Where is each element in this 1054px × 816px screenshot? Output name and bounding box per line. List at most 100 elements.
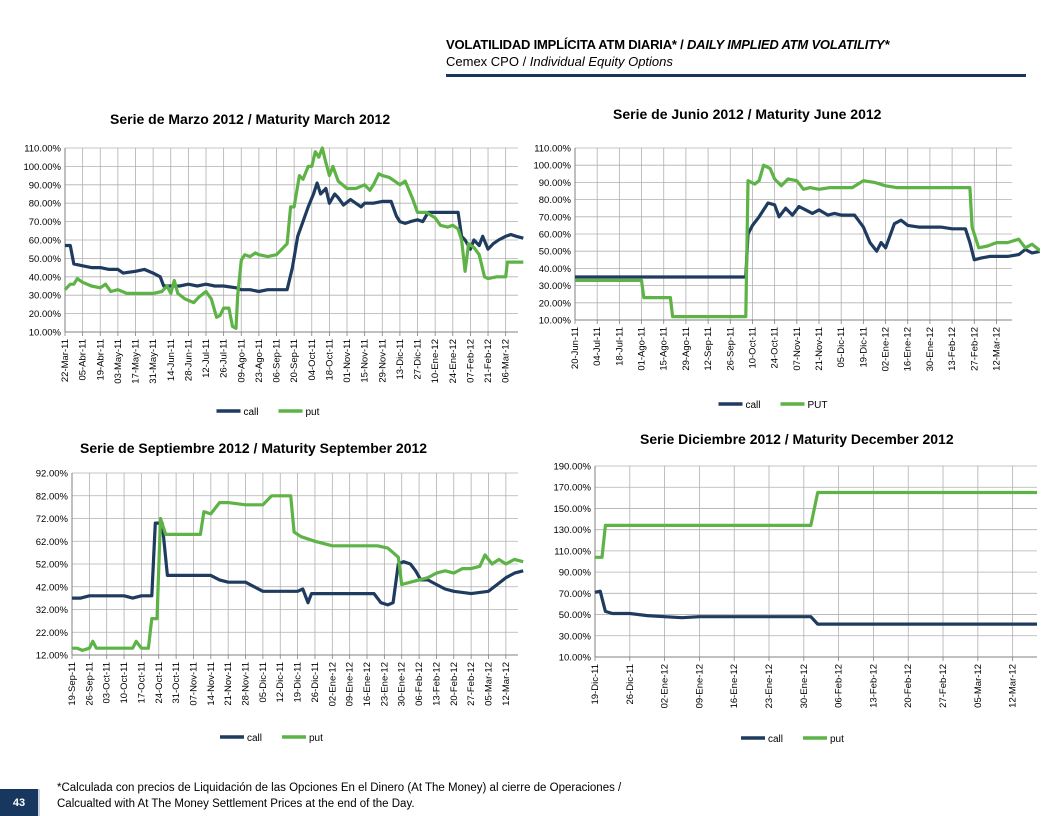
x-tick-label: 13-Feb-12 bbox=[431, 662, 442, 706]
x-tick-label: 07-Nov-11 bbox=[188, 662, 199, 706]
footnote-line-2: Calcualted with At The Money Settlement … bbox=[57, 798, 415, 810]
chart-title: Serie Diciembre 2012 / Maturity December… bbox=[640, 431, 954, 447]
x-tick-label: 23-Ago-11 bbox=[254, 339, 265, 383]
x-tick-label: 26-Sep-11 bbox=[84, 662, 95, 706]
report-title: VOLATILIDAD IMPLÍCITA ATM DIARIA* / DAIL… bbox=[446, 37, 1026, 52]
legend-label: put bbox=[309, 733, 323, 744]
series-line-put bbox=[595, 490, 1037, 559]
y-tick-label: 110.00% bbox=[554, 546, 591, 557]
x-tick-label: 30-Ene-12 bbox=[397, 662, 408, 706]
y-tick-label: 12.00% bbox=[36, 651, 69, 662]
y-tick-label: 110.00% bbox=[24, 144, 61, 155]
x-tick-label: 15-Nov-11 bbox=[360, 339, 371, 383]
x-tick-label: 07-Nov-11 bbox=[792, 327, 803, 371]
series-line-call bbox=[65, 181, 524, 294]
y-tick-label: 90.00% bbox=[559, 568, 592, 579]
x-tick-label: 10-Ene-12 bbox=[430, 339, 441, 383]
y-tick-label: 92.00% bbox=[36, 469, 69, 480]
x-tick-label: 30-Ene-12 bbox=[799, 664, 810, 708]
y-tick-label: 110.00% bbox=[534, 144, 571, 155]
chart-panel-september: Serie de Septiembre 2012 / Maturity Sept… bbox=[10, 428, 530, 758]
report-header: VOLATILIDAD IMPLÍCITA ATM DIARIA* / DAIL… bbox=[446, 37, 1026, 69]
y-tick-label: 20.00% bbox=[539, 298, 572, 309]
series-line-call bbox=[575, 201, 1040, 279]
report-title-italic: DAILY IMPLIED ATM VOLATILITY* bbox=[686, 37, 890, 52]
legend-label: put bbox=[306, 407, 320, 418]
x-tick-label: 20-Sep-11 bbox=[289, 339, 300, 383]
x-tick-label: 19-Dic-11 bbox=[590, 664, 601, 704]
x-tick-label: 23-Ene-12 bbox=[764, 664, 775, 708]
footnote-line-1: *Calculada con precios de Liquidación de… bbox=[57, 782, 622, 794]
x-tick-label: 19-Dic-11 bbox=[858, 327, 869, 367]
y-tick-label: 130.00% bbox=[553, 525, 591, 536]
x-tick-label: 09-Ene-12 bbox=[694, 664, 705, 708]
legend-label: call bbox=[244, 407, 259, 418]
y-tick-label: 50.00% bbox=[539, 247, 572, 258]
x-tick-label: 13-Dic-11 bbox=[395, 339, 406, 379]
x-tick-label: 07-Feb-12 bbox=[465, 339, 476, 383]
header-rule bbox=[446, 74, 1026, 77]
y-tick-label: 50.00% bbox=[559, 610, 592, 621]
y-tick-label: 50.00% bbox=[29, 254, 62, 265]
series-line-call bbox=[594, 589, 1037, 626]
y-tick-label: 100.00% bbox=[23, 162, 61, 173]
report-title-main: VOLATILIDAD IMPLÍCITA ATM DIARIA* / bbox=[446, 37, 687, 52]
chart-september-2012: Serie de Septiembre 2012 / Maturity Sept… bbox=[36, 440, 524, 744]
y-tick-label: 40.00% bbox=[539, 264, 572, 275]
y-tick-label: 90.00% bbox=[539, 178, 572, 189]
chart-grid bbox=[574, 147, 1012, 324]
x-tick-label: 02-Ene-12 bbox=[881, 327, 892, 371]
x-tick-label: 06-Feb-12 bbox=[414, 662, 425, 706]
x-tick-label: 20-Jun-11 bbox=[570, 327, 581, 369]
y-tick-label: 10.00% bbox=[29, 328, 62, 339]
y-tick-label: 10.00% bbox=[559, 653, 592, 664]
x-tick-label: 21-Nov-11 bbox=[223, 662, 234, 706]
x-tick-label: 18-Oct-11 bbox=[324, 339, 335, 381]
x-tick-label: 05-Mar-12 bbox=[973, 664, 984, 708]
x-tick-label: 13-Feb-12 bbox=[947, 327, 958, 371]
x-tick-label: 17-Oct-11 bbox=[136, 662, 147, 704]
x-tick-label: 19-Dic-11 bbox=[293, 662, 304, 702]
y-tick-label: 70.00% bbox=[29, 217, 62, 228]
report-subtitle-italic: Individual Equity Options bbox=[529, 54, 673, 69]
x-tick-label: 15-Ago-11 bbox=[659, 327, 670, 371]
x-tick-label: 24-Oct-11 bbox=[154, 662, 165, 704]
x-tick-label: 09-Ene-12 bbox=[345, 662, 356, 706]
x-tick-label: 27-Feb-12 bbox=[969, 327, 980, 371]
x-tick-label: 26-Dic-11 bbox=[625, 664, 636, 704]
chart-legend: call put bbox=[216, 407, 320, 418]
chart-title: Serie de Marzo 2012 / Maturity March 201… bbox=[110, 111, 390, 127]
x-tick-label: 02-Ene-12 bbox=[660, 664, 671, 708]
x-tick-label: 03-May-11 bbox=[113, 339, 124, 384]
chart-panel-march: Serie de Marzo 2012 / Maturity March 201… bbox=[10, 100, 530, 430]
y-tick-label: 80.00% bbox=[29, 199, 62, 210]
chart-grid bbox=[71, 472, 518, 659]
footnote: *Calculada con precios de Liquidación de… bbox=[57, 780, 757, 812]
legend-label: call bbox=[746, 400, 761, 411]
x-tick-label: 16-Ene-12 bbox=[362, 662, 373, 706]
y-tick-label: 72.00% bbox=[36, 514, 69, 525]
legend-label: call bbox=[247, 733, 262, 744]
legend-label: PUT bbox=[808, 400, 828, 411]
series-line-put bbox=[575, 163, 1040, 319]
y-tick-label: 20.00% bbox=[29, 309, 62, 320]
x-tick-label: 05-Dic-11 bbox=[836, 327, 847, 367]
x-tick-label: 04-Oct-11 bbox=[307, 339, 318, 381]
x-tick-label: 29-Ago-11 bbox=[681, 327, 692, 371]
x-tick-label: 16-Ene-12 bbox=[729, 664, 740, 708]
chart-panel-december: Serie Diciembre 2012 / Maturity December… bbox=[520, 422, 1040, 752]
y-tick-label: 82.00% bbox=[36, 491, 69, 502]
x-tick-label: 26-Sep-11 bbox=[725, 327, 736, 371]
x-tick-label: 26-Dic-11 bbox=[310, 662, 321, 702]
x-tick-label: 12-Mar-12 bbox=[1008, 664, 1019, 708]
chart-legend: call put bbox=[741, 734, 844, 745]
x-tick-label: 21-Feb-12 bbox=[483, 339, 494, 383]
x-tick-label: 14-Nov-11 bbox=[206, 662, 217, 706]
y-tick-label: 42.00% bbox=[36, 582, 69, 593]
chart-march-2012: Serie de Marzo 2012 / Maturity March 201… bbox=[23, 111, 524, 418]
chart-legend: call put bbox=[220, 733, 323, 744]
x-tick-label: 01-Ago-11 bbox=[637, 327, 648, 371]
x-tick-label: 27-Feb-12 bbox=[466, 662, 477, 706]
x-tick-label: 06-Feb-12 bbox=[834, 664, 845, 708]
x-tick-label: 24-Ene-12 bbox=[448, 339, 459, 383]
